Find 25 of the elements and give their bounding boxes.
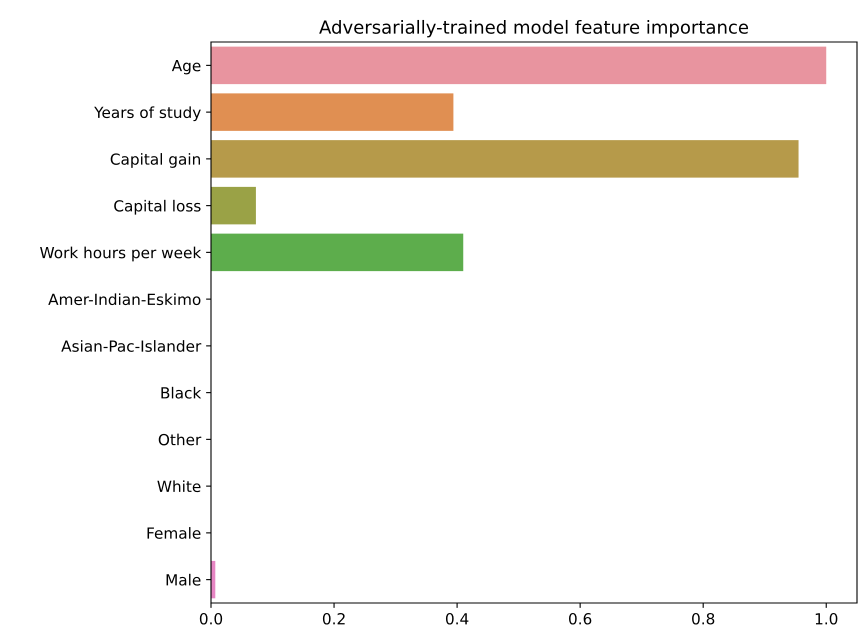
bar bbox=[211, 93, 454, 131]
x-tick-label: 0.2 bbox=[322, 612, 345, 625]
x-tick-label: 0.4 bbox=[446, 612, 468, 625]
y-tick-label: Asian-Pac-Islander bbox=[61, 340, 202, 352]
y-tick-label: Other bbox=[158, 434, 202, 446]
bar bbox=[211, 140, 799, 178]
y-tick-label: Age bbox=[172, 60, 200, 74]
y-tick-label: White bbox=[157, 480, 200, 492]
y-tick-label: Black bbox=[161, 386, 202, 399]
y-tick-label: Male bbox=[166, 574, 200, 586]
bar bbox=[211, 46, 826, 84]
chart-title: Adversarially-trained model feature importance bbox=[319, 20, 748, 38]
bar bbox=[211, 560, 216, 598]
bar bbox=[211, 234, 464, 272]
bar bbox=[211, 186, 256, 224]
x-tick-label: 0.8 bbox=[692, 612, 714, 625]
x-tick-label: 1.0 bbox=[816, 612, 838, 625]
y-tick-label: Work hours per week bbox=[40, 246, 202, 262]
y-tick-label: Capital gain bbox=[110, 153, 200, 168]
y-tick-label: Capital loss bbox=[114, 200, 201, 215]
y-tick-label: Years of study bbox=[94, 106, 201, 122]
x-tick-label: 0.0 bbox=[200, 612, 222, 625]
x-tick-label: 0.6 bbox=[569, 612, 592, 625]
y-tick-label: Female bbox=[148, 527, 200, 539]
y-tick-label: Amer-Indian-Eskimo bbox=[48, 293, 200, 306]
